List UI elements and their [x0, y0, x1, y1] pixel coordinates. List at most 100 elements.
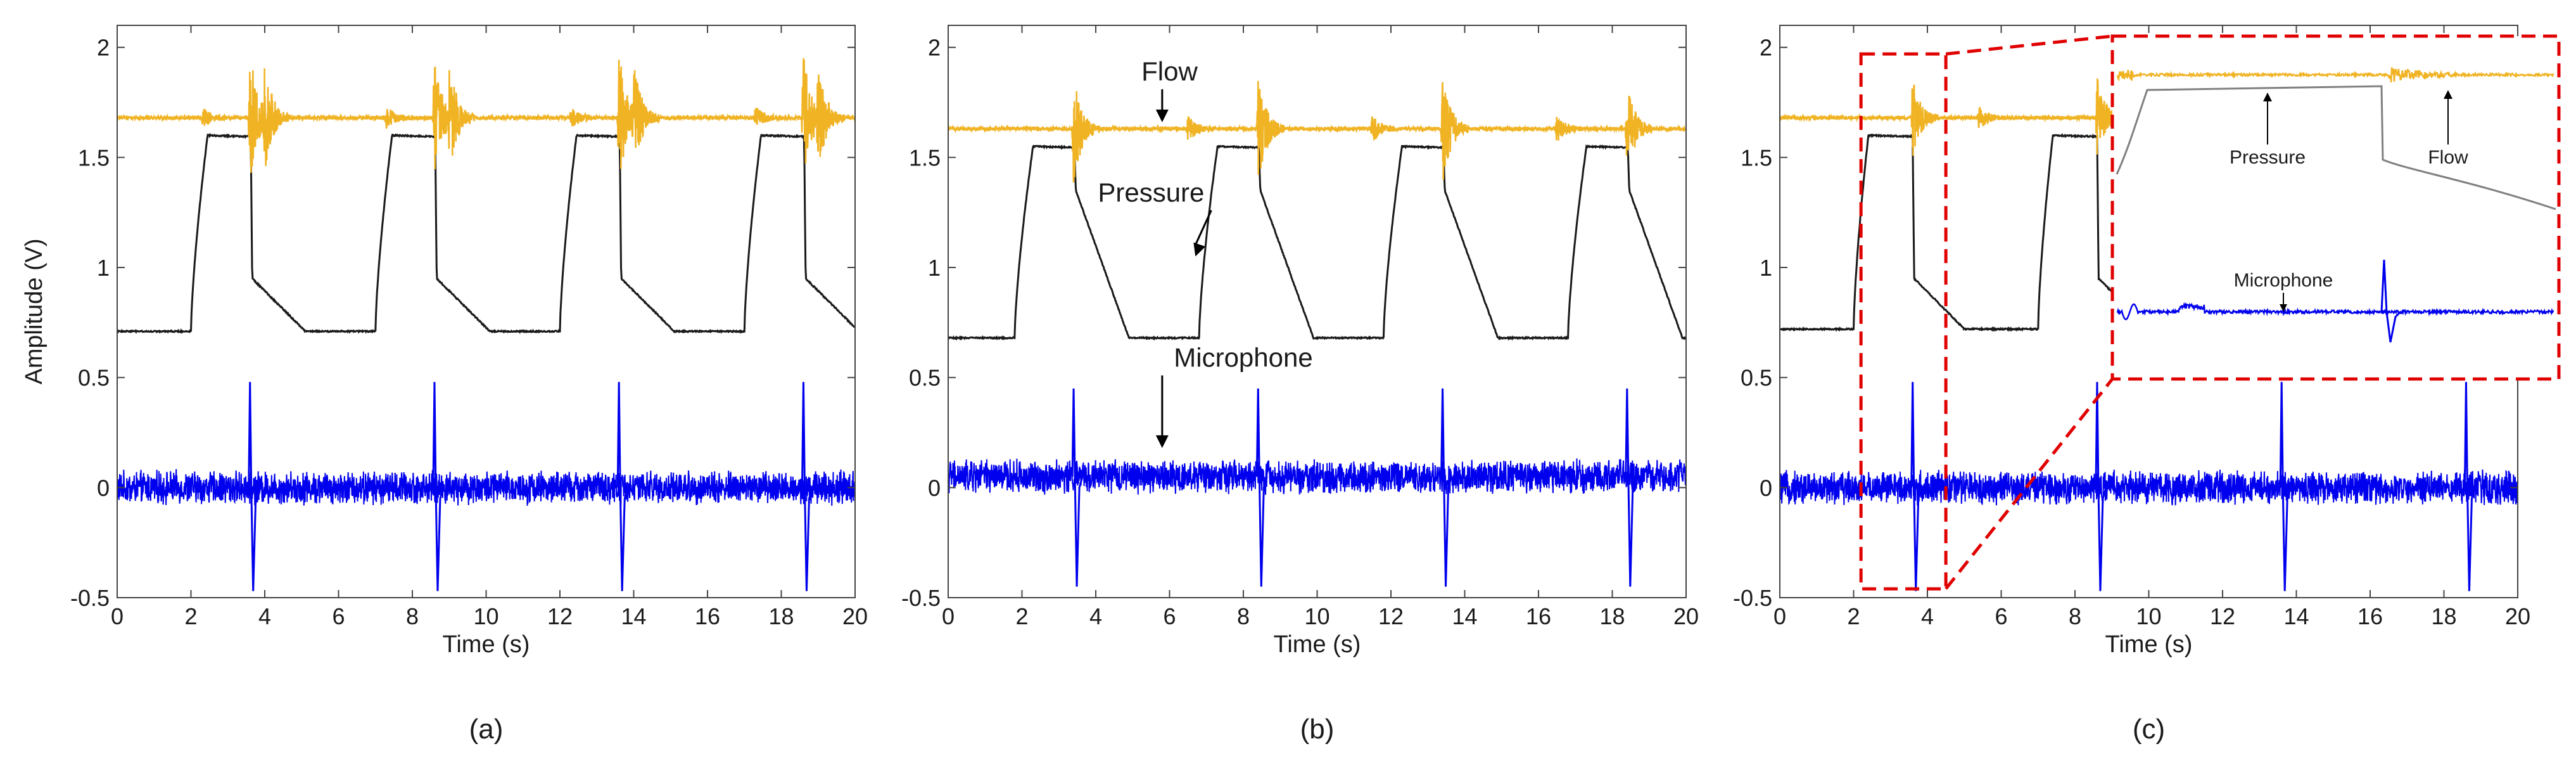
x-tick-label: 18 [768, 603, 794, 629]
y-tick-label: -0.5 [1733, 585, 1772, 611]
y-tick-label: 0 [1760, 475, 1772, 501]
x-tick-label: 10 [473, 603, 498, 629]
x-tick-label: 14 [621, 603, 646, 629]
x-tick-label: 14 [2283, 603, 2309, 629]
x-tick-label: 14 [1452, 603, 1477, 629]
x-tick-label: 20 [842, 603, 868, 629]
microphone-trace [117, 469, 855, 506]
inset-flow-trace [2116, 67, 2554, 83]
annotation-arrow-shaft [1194, 210, 1212, 246]
panel-label: (c) [2133, 714, 2165, 745]
x-tick-label: 6 [1995, 603, 2007, 629]
y-tick-label: 1.5 [909, 145, 941, 170]
x-axis-label: Time (s) [2105, 631, 2193, 658]
y-tick-label: 2 [1760, 35, 1772, 61]
inset-box [2110, 34, 2561, 381]
inset-label-pressure: Pressure [2230, 147, 2306, 168]
y-tick-label: 1.5 [78, 145, 110, 170]
x-axis-label: Time (s) [443, 631, 530, 658]
annotation-pressure: Pressure [1098, 177, 1204, 207]
traces [117, 58, 855, 591]
pressure-trace [117, 132, 855, 335]
y-tick-label: 1 [97, 255, 110, 281]
x-tick-label: 18 [2431, 603, 2456, 629]
inset-microphone-trace [2116, 302, 2554, 321]
microphone-spike [2463, 382, 2476, 591]
x-tick-label: 0 [111, 603, 124, 629]
microphone-spike [2279, 382, 2292, 591]
y-tick-label: 1 [928, 255, 941, 281]
microphone-spike [1440, 389, 1452, 587]
y-tick-label: 2 [928, 35, 941, 61]
flow-trace [948, 80, 1686, 183]
microphone-spike [1071, 389, 1084, 587]
y-axis-label: Amplitude (V) [21, 238, 48, 384]
x-tick-label: 12 [2210, 603, 2235, 629]
flow-trace [117, 58, 855, 173]
y-tick-label: 0.5 [909, 365, 941, 391]
panel-label: (a) [469, 714, 504, 745]
x-axis-label: Time (s) [1274, 631, 1361, 658]
x-tick-label: 2 [1847, 603, 1860, 629]
x-tick-label: 10 [2136, 603, 2161, 629]
inset-pressure-trace [2116, 85, 2556, 210]
traces [948, 80, 1686, 587]
microphone-spike [1625, 389, 1637, 587]
x-tick-label: 18 [1599, 603, 1625, 629]
annotation-arrow-head [1155, 109, 1169, 122]
inset-label-flow: Flow [2428, 147, 2468, 168]
y-tick-label: 0 [928, 475, 941, 501]
x-tick-label: 16 [1526, 603, 1551, 629]
inset-plot: Pressure Flow Microphone [2116, 67, 2556, 343]
annotation-arrow-head [1155, 435, 1169, 448]
x-tick-label: 8 [1237, 603, 1250, 629]
x-tick-label: 0 [942, 603, 955, 629]
x-tick-label: 16 [2357, 603, 2383, 629]
x-tick-label: 6 [332, 603, 345, 629]
x-tick-label: 8 [2069, 603, 2081, 629]
microphone-spike [248, 382, 260, 591]
inset-arrowhead-pressure [2263, 93, 2272, 101]
x-tick-label: 10 [1304, 603, 1329, 629]
microphone-spike [1255, 389, 1268, 587]
x-tick-label: 4 [258, 603, 271, 629]
annotation-arrow-head [1193, 242, 1206, 257]
x-tick-label: 12 [1378, 603, 1404, 629]
y-tick-label: 1 [1760, 255, 1772, 281]
pressure-trace [948, 144, 1686, 341]
panel-label: (b) [1300, 714, 1335, 745]
zoom-box [1859, 52, 1948, 591]
x-tick-label: 0 [1773, 603, 1786, 629]
y-tick-label: 0.5 [1741, 365, 1772, 391]
x-tick-label: 16 [695, 603, 720, 629]
zoom-connector-bottom [1945, 378, 2114, 590]
inset-arrowhead-flow [2444, 90, 2452, 99]
microphone-spike [432, 382, 445, 591]
microphone-spike [616, 382, 629, 591]
inset-microphone-spike [2380, 259, 2402, 343]
y-tick-label: 0 [97, 475, 110, 501]
annotation-microphone: Microphone [1174, 342, 1312, 372]
microphone-spike [801, 382, 813, 591]
x-tick-label: 2 [184, 603, 197, 629]
y-tick-label: -0.5 [70, 585, 110, 611]
inset-label-microphone: Microphone [2234, 270, 2333, 291]
x-tick-label: 20 [1673, 603, 1699, 629]
zoom-connector-top [1945, 34, 2113, 56]
x-tick-label: 4 [1921, 603, 1934, 629]
x-tick-label: 8 [406, 603, 419, 629]
microphone-trace [1780, 469, 2518, 506]
microphone-spike [1910, 382, 1923, 591]
y-tick-label: 2 [97, 35, 110, 61]
x-tick-label: 20 [2505, 603, 2530, 629]
inset-arrowhead-microphone [2280, 304, 2287, 312]
x-tick-label: 4 [1089, 603, 1102, 629]
y-tick-label: 1.5 [1741, 145, 1772, 170]
annotation-flow: Flow [1141, 56, 1198, 86]
x-tick-label: 12 [547, 603, 573, 629]
